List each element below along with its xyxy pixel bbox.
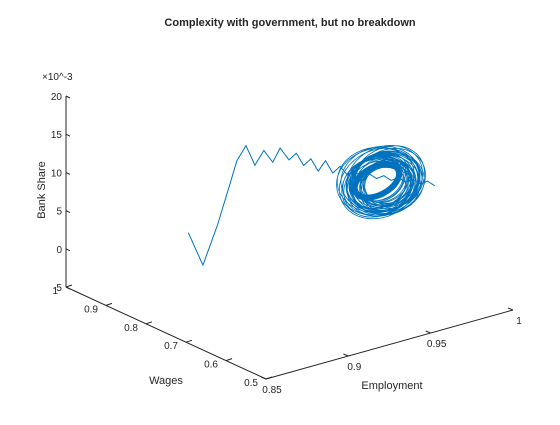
y-tick-mark — [105, 302, 113, 306]
chart-title: Complexity with government, but no break… — [164, 17, 415, 29]
z-tick-label: 15 — [51, 130, 63, 141]
z-tick-label: 0 — [56, 245, 62, 256]
y-tick-mark — [225, 358, 233, 362]
y-tick-mark — [185, 339, 193, 343]
x-tick-mark — [507, 307, 514, 311]
x-axis-ticks: 0.85 0.9 0.95 1 — [260, 307, 522, 396]
y-tick-label: 1 — [52, 286, 58, 297]
z-tick-label: 20 — [51, 92, 63, 103]
x-tick-label: 0.95 — [427, 339, 447, 350]
z-tick-label: -5 — [53, 283, 62, 294]
series-core — [351, 161, 403, 201]
z-tick-mark — [65, 95, 71, 99]
x-tick-label: 1 — [516, 316, 522, 327]
z-tick-mark — [65, 133, 71, 137]
y-axis-label: Wages — [149, 375, 183, 387]
y-tick-label: 0.8 — [124, 323, 138, 334]
y-tick-label: 0.9 — [84, 304, 98, 315]
z-tick-mark — [65, 248, 71, 252]
y-tick-mark — [145, 321, 153, 325]
z-axis-label: Bank Share — [36, 161, 48, 218]
plot-area — [187, 144, 436, 267]
y-tick-mark — [65, 284, 73, 288]
y-tick-label: 0.6 — [204, 360, 218, 371]
y-tick-label: 0.5 — [244, 378, 258, 389]
x-axis-line — [265, 309, 514, 380]
x-tick-mark — [343, 353, 349, 357]
y-axis-ticks: 0.5 0.6 0.7 0.8 0.9 1 — [52, 284, 273, 389]
x-axis-label: Employment — [361, 380, 422, 392]
x-tick-mark — [425, 330, 431, 334]
x-tick-label: 0.85 — [262, 385, 282, 396]
x-tick-label: 0.9 — [347, 362, 361, 373]
series-oscillation — [336, 144, 426, 220]
z-tick-mark — [65, 171, 71, 175]
z-tick-label: 5 — [56, 207, 62, 218]
y-tick-mark — [265, 376, 273, 380]
z-tick-mark — [65, 286, 71, 290]
z-axis-ticks: -5 0 5 10 15 20 — [51, 92, 71, 294]
z-tick-label: 10 — [51, 168, 63, 179]
y-axis-line — [65, 286, 267, 380]
x-tick-mark — [260, 376, 267, 380]
z-axis-exponent: ×10^-3 — [42, 72, 73, 83]
y-tick-label: 0.7 — [164, 341, 178, 352]
z-tick-mark — [65, 210, 71, 214]
